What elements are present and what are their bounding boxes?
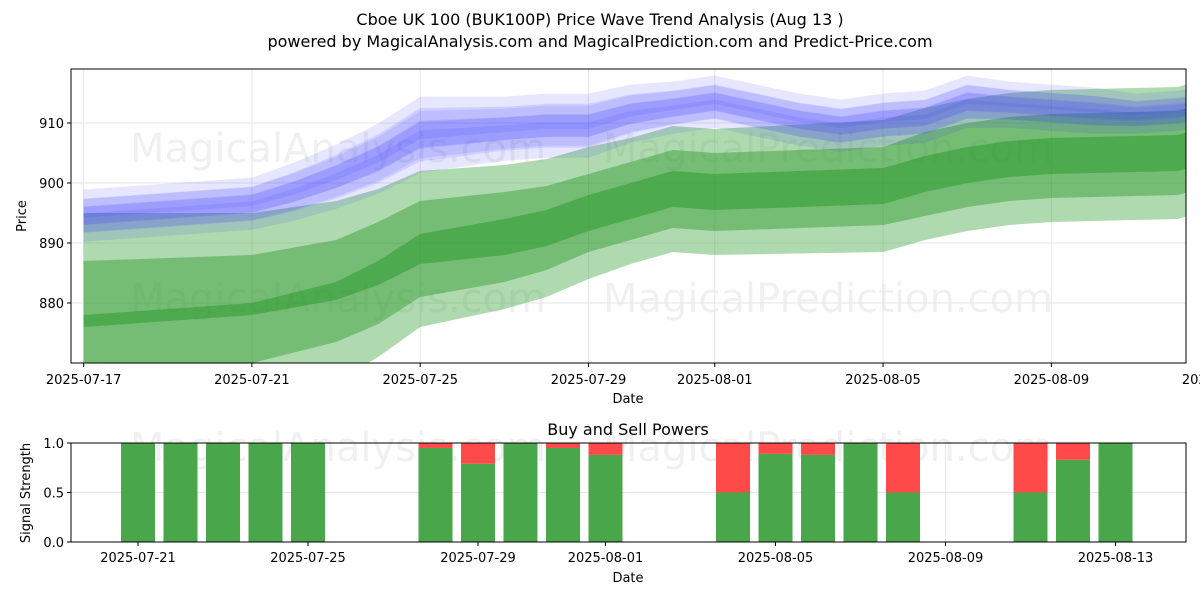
trend-band-outer [83, 84, 1186, 363]
buy-bar [418, 447, 453, 542]
price-grid [71, 69, 1186, 363]
buy-bar [121, 443, 155, 542]
chart-subtitle: powered by MagicalAnalysis.com and Magic… [267, 32, 933, 51]
buy-bar [248, 443, 283, 542]
sell-bar [1013, 443, 1048, 493]
sell-bar [801, 443, 835, 455]
x-tick-label: 2025-07-29 [440, 551, 516, 566]
buy-bar [758, 453, 793, 542]
sell-bar [546, 443, 580, 448]
sell-bar [418, 443, 453, 448]
buy-bar [1013, 492, 1048, 542]
y-tick-label: 880 [39, 297, 64, 312]
y-tick-label: 890 [39, 237, 64, 252]
y-tick-label: 1.0 [43, 437, 64, 452]
x-tick-label: 2025-08-01 [568, 551, 644, 566]
price-axes: 2025-07-17 2025-07-21 2025-07-25 2025-07-29… [39, 117, 1200, 388]
price-plot-frame [70, 68, 1187, 364]
x-tick-label: 2025-08-05 [738, 551, 814, 566]
trend-bands [83, 84, 1186, 363]
buy-bar [503, 443, 538, 542]
price-wave-band [83, 92, 1186, 225]
buy-bar [1056, 459, 1090, 542]
price-wave-band [83, 75, 1186, 242]
x-tick-label: 2025-07-25 [270, 551, 346, 566]
x-tick-label: 2025-07-17 [46, 373, 122, 388]
sell-bar [886, 443, 920, 493]
signal-chart-title: Buy and Sell Powers [547, 420, 709, 439]
x-tick-label: 2025-07-21 [214, 373, 290, 388]
signal-axes: 2025-07-21 2025-07-25 2025-07-29 2025-08-01… [43, 437, 1153, 566]
chart-title: Cboe UK 100 (BUK100P) Price Wave Trend A… [356, 10, 844, 29]
sell-bar [588, 443, 623, 455]
sell-bar [461, 443, 495, 464]
x-tick-label: 2025-08-13 [1078, 551, 1154, 566]
signal-bars [121, 443, 1133, 542]
watermark-text: MagicalPrediction.com [603, 276, 1053, 322]
buy-bar [291, 443, 325, 542]
buy-bar [1098, 443, 1133, 542]
watermark-text: MagicalAnalysis.com [130, 126, 546, 172]
y-tick-label: 910 [39, 117, 64, 132]
x-tick-label: 2025-08-09 [1014, 373, 1090, 388]
price-wave-band [83, 84, 1186, 233]
price-y-axis-label: Price [15, 200, 30, 232]
x-tick-label: 2025-08-13 [1182, 373, 1200, 388]
buy-bar [801, 454, 835, 542]
buy-bar [843, 443, 878, 542]
x-tick-label: 2025-07-25 [382, 373, 458, 388]
x-tick-label: 2025-07-21 [100, 551, 176, 566]
buy-bar [716, 492, 750, 542]
x-tick-label: 2025-08-01 [677, 373, 753, 388]
buy-bar [163, 443, 198, 542]
x-tick-label: 2025-08-09 [908, 551, 984, 566]
price-x-axis-label: Date [612, 392, 643, 407]
x-tick-label: 2025-07-29 [551, 373, 627, 388]
buy-bar [588, 454, 623, 542]
sell-bar [716, 443, 750, 493]
price-waves [83, 75, 1186, 242]
signal-x-axis-label: Date [612, 571, 643, 586]
signal-y-axis-label: Signal Strength [19, 443, 34, 543]
trend-band-inner [83, 132, 1186, 327]
sell-bar [1056, 443, 1090, 460]
buy-bar [886, 492, 920, 542]
buy-bar [206, 443, 240, 542]
x-tick-label: 2025-08-05 [845, 373, 921, 388]
sell-bar [758, 443, 793, 454]
y-tick-label: 0.0 [43, 536, 64, 551]
price-wave-band [83, 85, 1186, 233]
buy-bar [546, 447, 580, 542]
price-wave-band [83, 99, 1186, 218]
buy-bar [461, 463, 495, 542]
price-wave-band [83, 93, 1186, 225]
y-tick-label: 0.5 [43, 487, 64, 502]
y-tick-label: 900 [39, 177, 64, 192]
